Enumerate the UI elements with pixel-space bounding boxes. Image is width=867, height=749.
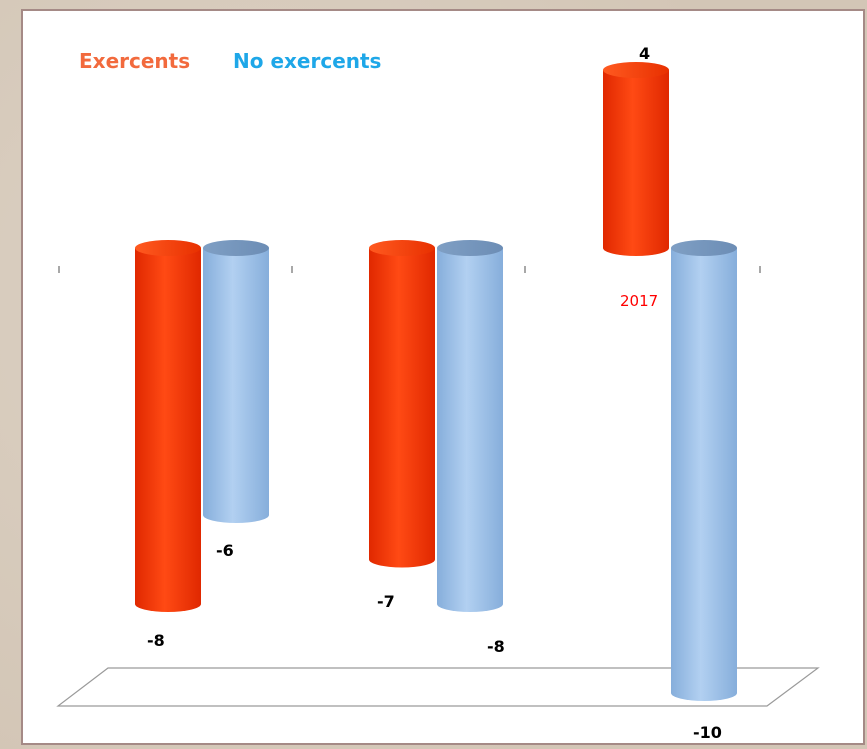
bar-no-exercents-2017	[671, 240, 737, 701]
cylinder-cap	[135, 240, 201, 256]
cylinder-cap	[603, 62, 669, 78]
bar-no-exercents-2016	[437, 240, 503, 612]
cylinder-body	[369, 248, 435, 568]
cylinder-body	[603, 70, 669, 256]
data-label: -10	[693, 723, 722, 742]
cylinder-body	[437, 248, 503, 612]
data-label: -8	[147, 631, 165, 650]
category-label-2017: 2017	[620, 292, 658, 310]
data-label: -6	[216, 541, 234, 560]
legend: Exercents No exercents	[79, 49, 381, 73]
axis-ticks	[58, 266, 761, 273]
data-label: 4	[639, 44, 650, 63]
bar-exercents-2016	[369, 240, 435, 568]
bar-exercents-2017	[603, 62, 669, 256]
cylinder-cap	[203, 240, 269, 256]
legend-label-no-exercents: No exercents	[233, 49, 381, 73]
cylinder-cap	[437, 240, 503, 256]
bar-exercents-2015	[135, 240, 201, 612]
data-label: -8	[487, 637, 505, 656]
cylinder-cap	[369, 240, 435, 256]
value-labels: -8 -6 -7 -8 4 -10	[147, 44, 722, 742]
bar-no-exercents-2015	[203, 240, 269, 523]
cylinder-cap	[671, 240, 737, 256]
floor-plane	[56, 667, 820, 707]
legend-label-exercents: Exercents	[79, 49, 190, 73]
cylinder-body	[135, 248, 201, 612]
data-label: -7	[377, 592, 395, 611]
bars	[135, 62, 737, 701]
cylinder-body	[671, 248, 737, 701]
cylinder-body	[203, 248, 269, 523]
